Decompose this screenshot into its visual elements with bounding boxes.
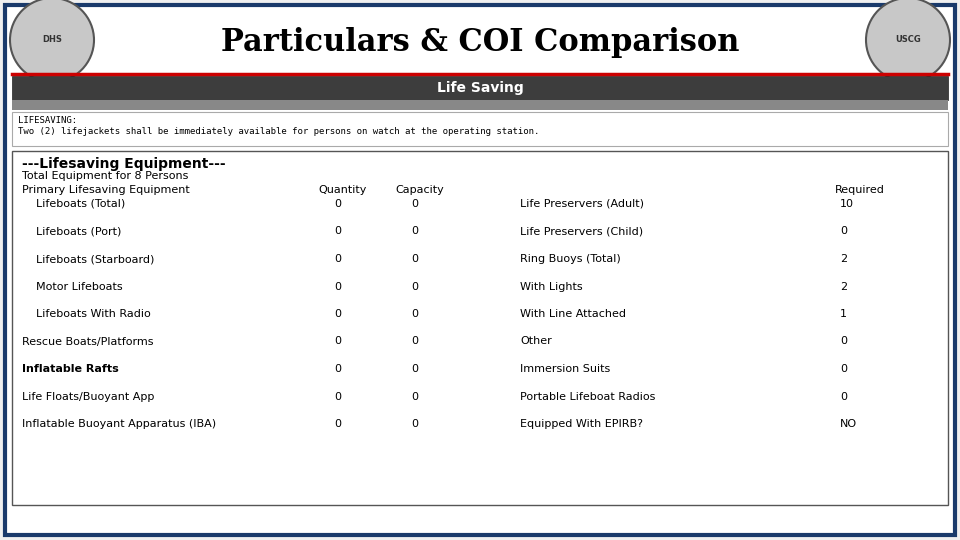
Text: Total Equipment for 8 Persons: Total Equipment for 8 Persons: [22, 171, 188, 181]
Text: Equipped With EPIRB?: Equipped With EPIRB?: [520, 419, 643, 429]
Circle shape: [866, 0, 950, 82]
Text: 0: 0: [334, 199, 342, 209]
Text: Inflatable Rafts: Inflatable Rafts: [22, 364, 119, 374]
Text: 0: 0: [840, 364, 847, 374]
FancyBboxPatch shape: [12, 151, 948, 505]
Text: 0: 0: [412, 364, 419, 374]
Text: With Line Attached: With Line Attached: [520, 309, 626, 319]
Text: 0: 0: [840, 226, 847, 237]
Text: 1: 1: [840, 309, 847, 319]
Text: Life Floats/Buoyant App: Life Floats/Buoyant App: [22, 392, 155, 402]
Text: Motor Lifeboats: Motor Lifeboats: [22, 281, 123, 292]
Text: 0: 0: [412, 392, 419, 402]
Text: Portable Lifeboat Radios: Portable Lifeboat Radios: [520, 392, 656, 402]
Text: 0: 0: [334, 419, 342, 429]
Text: 0: 0: [334, 364, 342, 374]
FancyBboxPatch shape: [12, 100, 948, 110]
Text: Particulars & COI Comparison: Particulars & COI Comparison: [221, 26, 739, 57]
FancyBboxPatch shape: [12, 76, 948, 100]
Text: 0: 0: [412, 336, 419, 347]
Text: Other: Other: [520, 336, 552, 347]
Text: Lifeboats (Port): Lifeboats (Port): [22, 226, 121, 237]
Text: 0: 0: [412, 281, 419, 292]
Text: 0: 0: [840, 392, 847, 402]
FancyBboxPatch shape: [12, 112, 948, 146]
Text: Life Preservers (Child): Life Preservers (Child): [520, 226, 643, 237]
FancyBboxPatch shape: [5, 5, 955, 535]
Text: Lifeboats With Radio: Lifeboats With Radio: [22, 309, 151, 319]
Text: 0: 0: [334, 392, 342, 402]
Text: Rescue Boats/Platforms: Rescue Boats/Platforms: [22, 336, 154, 347]
Text: 0: 0: [334, 226, 342, 237]
Text: USCG: USCG: [895, 36, 921, 44]
Text: ---Lifesaving Equipment---: ---Lifesaving Equipment---: [22, 157, 226, 171]
Text: 0: 0: [412, 419, 419, 429]
Text: Lifeboats (Total): Lifeboats (Total): [22, 199, 125, 209]
Text: Inflatable Buoyant Apparatus (IBA): Inflatable Buoyant Apparatus (IBA): [22, 419, 216, 429]
Text: Required: Required: [835, 185, 885, 195]
Text: 0: 0: [334, 336, 342, 347]
Text: Quantity: Quantity: [318, 185, 367, 195]
Text: 0: 0: [412, 309, 419, 319]
Text: 0: 0: [334, 254, 342, 264]
Text: 0: 0: [412, 254, 419, 264]
Text: With Lights: With Lights: [520, 281, 583, 292]
Text: Life Preservers (Adult): Life Preservers (Adult): [520, 199, 644, 209]
Text: 2: 2: [840, 281, 847, 292]
Text: 0: 0: [412, 226, 419, 237]
Text: 0: 0: [840, 336, 847, 347]
Text: NO: NO: [840, 419, 857, 429]
Text: Two (2) lifejackets shall be immediately available for persons on watch at the o: Two (2) lifejackets shall be immediately…: [18, 127, 540, 136]
Text: Primary Lifesaving Equipment: Primary Lifesaving Equipment: [22, 185, 190, 195]
Text: 0: 0: [334, 309, 342, 319]
Text: Ring Buoys (Total): Ring Buoys (Total): [520, 254, 621, 264]
Text: 10: 10: [840, 199, 854, 209]
Text: Immersion Suits: Immersion Suits: [520, 364, 611, 374]
Circle shape: [10, 0, 94, 82]
Text: Life Saving: Life Saving: [437, 81, 523, 95]
Text: Lifeboats (Starboard): Lifeboats (Starboard): [22, 254, 155, 264]
Text: 0: 0: [412, 199, 419, 209]
Text: Capacity: Capacity: [395, 185, 444, 195]
Text: 0: 0: [334, 281, 342, 292]
Text: DHS: DHS: [42, 36, 62, 44]
Text: 2: 2: [840, 254, 847, 264]
Text: LIFESAVING:: LIFESAVING:: [18, 116, 77, 125]
